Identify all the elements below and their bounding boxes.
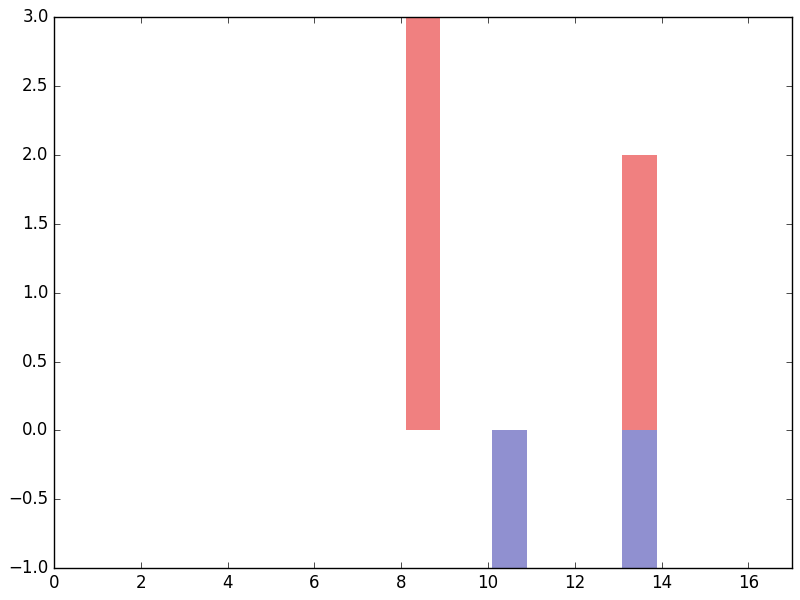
Bar <box>622 155 657 430</box>
Bar <box>406 17 440 430</box>
Bar <box>622 430 657 568</box>
Bar <box>492 430 527 568</box>
